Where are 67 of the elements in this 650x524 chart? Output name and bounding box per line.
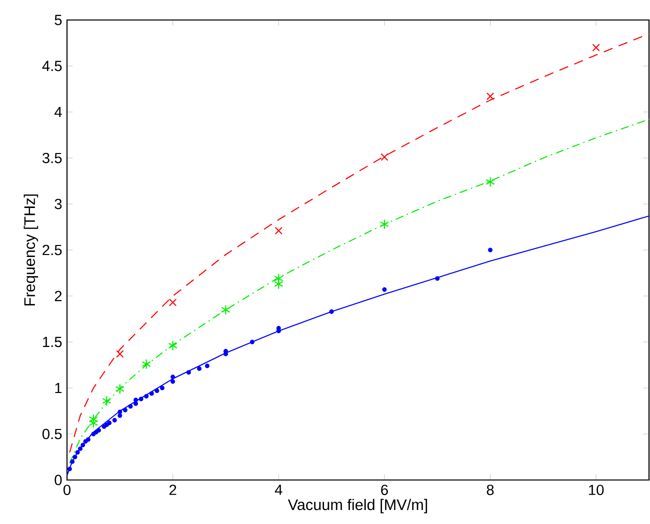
point <box>170 379 176 384</box>
point <box>107 420 112 426</box>
y-tick-label: 3 <box>54 198 62 210</box>
point <box>382 287 387 292</box>
point <box>128 404 133 409</box>
point <box>221 304 230 315</box>
point <box>70 459 75 464</box>
point <box>154 388 160 394</box>
point <box>380 153 388 161</box>
point <box>486 92 494 100</box>
x-tick-label: 10 <box>589 484 604 496</box>
point <box>274 226 282 235</box>
point <box>197 366 202 371</box>
x-tick-label: 2 <box>169 484 176 495</box>
point <box>168 298 177 306</box>
point <box>86 437 90 442</box>
x-tick-label: 6 <box>381 484 388 496</box>
point <box>144 394 149 399</box>
point <box>250 340 254 344</box>
point <box>276 326 281 330</box>
point <box>380 219 390 230</box>
y-tick-label: 3.5 <box>42 152 62 164</box>
y-tick-label: 2.5 <box>42 244 62 256</box>
point <box>168 340 178 351</box>
point <box>592 44 600 52</box>
y-tick-label: 1.5 <box>43 336 62 348</box>
point <box>78 446 83 451</box>
point <box>274 278 284 290</box>
point <box>204 364 210 368</box>
point <box>115 384 124 394</box>
point <box>102 396 112 406</box>
point <box>134 401 138 406</box>
y-tick-label: 2 <box>54 290 62 302</box>
point <box>112 418 117 422</box>
y-tick-label: 1 <box>55 382 62 394</box>
point <box>170 374 176 380</box>
point <box>116 350 124 358</box>
point <box>486 176 495 188</box>
y-tick-label: 5 <box>54 14 62 26</box>
point <box>80 442 86 448</box>
point <box>142 358 151 370</box>
point <box>118 413 122 418</box>
x-tick-label: 4 <box>274 484 282 495</box>
y-tick-label: 0 <box>54 474 62 486</box>
point <box>138 396 144 402</box>
x-tick-label: 0 <box>63 484 70 496</box>
point <box>329 309 334 314</box>
point <box>488 248 493 252</box>
y-tick-label: 4 <box>54 106 62 118</box>
point <box>149 391 154 396</box>
y-tick-label: 0.5 <box>42 428 62 440</box>
y-axis-title: Frequency [THz] <box>24 194 38 306</box>
point <box>88 418 98 428</box>
point <box>67 466 72 472</box>
point <box>118 410 122 414</box>
point <box>72 454 78 460</box>
point <box>435 276 440 281</box>
point <box>75 450 80 455</box>
x-tick-label: 8 <box>486 484 494 496</box>
point <box>160 386 165 390</box>
point <box>122 408 128 412</box>
line-series <box>67 215 649 476</box>
point <box>186 370 191 375</box>
point <box>134 398 138 402</box>
y-tick-label: 4.5 <box>42 60 62 72</box>
point <box>274 273 284 284</box>
x-axis-title: Vacuum field [MV/m] <box>288 498 428 514</box>
